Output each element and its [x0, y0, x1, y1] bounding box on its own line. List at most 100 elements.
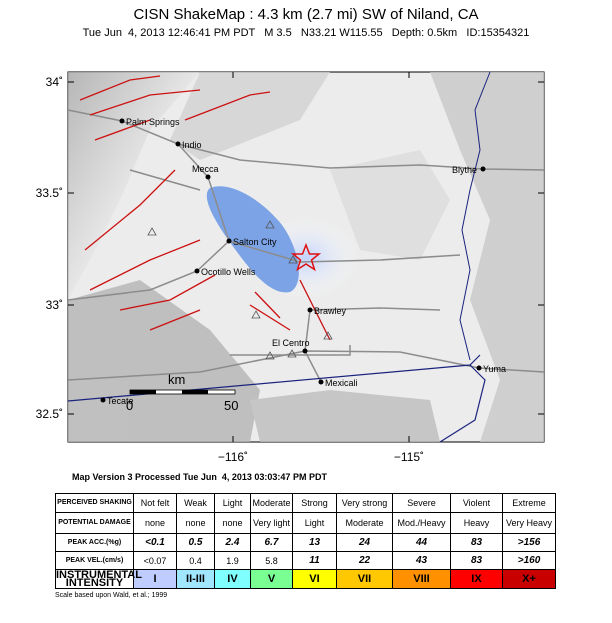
table-cell: none [133, 512, 177, 534]
table-cell: 44 [392, 533, 451, 552]
table-cell: Not felt [133, 493, 177, 513]
city-label: Brawley [314, 306, 347, 316]
city-dot [318, 379, 324, 385]
map: Palm Springs Indio Mecca Blythe Salton C… [36, 71, 545, 482]
title: CISN ShakeMap : 4.3 km (2.7 mi) SW of Ni… [133, 6, 479, 23]
city-dot [194, 268, 200, 274]
table-cell: IX [450, 569, 503, 589]
table-cell: Moderate [336, 512, 393, 534]
map-version: Map Version 3 Processed Tue Jun 4, 2013 … [72, 472, 327, 482]
table-row: PEAK VEL.(cm/s) <0.07 0.4 1.9 5.8 11 22 43 83 >16… [55, 551, 556, 570]
table-cell: 0.4 [176, 551, 215, 570]
table-cell: V [250, 569, 293, 589]
city-label: Palm Springs [126, 117, 180, 127]
table-cell: Strong [292, 493, 337, 513]
city-label: Ocotillo Wells [201, 267, 256, 277]
footnote: Scale based upon Wald, et al.; 1999 [55, 592, 168, 599]
table-cell: 24 [336, 533, 393, 552]
table-cell: 83 [450, 533, 503, 552]
table-cell: 83 [450, 551, 503, 570]
city-label: Salton City [233, 237, 277, 247]
lon-label: −116˚ [218, 450, 248, 464]
table-cell: Very Heavy [502, 512, 556, 534]
table-cell: none [176, 512, 215, 534]
table-cell: 5.8 [250, 551, 293, 570]
city-label: Mecca [192, 164, 219, 174]
table-cell: IV [214, 569, 251, 589]
scale-unit: km [168, 372, 185, 387]
table-cell: VI [292, 569, 337, 589]
table-cell: Light [292, 512, 337, 534]
row-header: POTENTIAL DAMAGE [55, 512, 134, 534]
faults [79, 75, 331, 341]
table-cell: Violent [450, 493, 503, 513]
row-header: INSTRUMENTAL INTENSITY [55, 569, 142, 589]
city-label: Tecate [107, 396, 134, 406]
table-cell: Light [214, 493, 251, 513]
city-label: Yuma [483, 364, 506, 374]
table-cell: Very strong [336, 493, 393, 513]
row-header: PERCEIVED SHAKING [55, 493, 134, 513]
table-row: INSTRUMENTAL INTENSITY I II-III IV V VI VII VII… [55, 569, 556, 589]
city-dot [226, 238, 232, 244]
lat-label: 33.5˚ [36, 186, 63, 200]
roads [67, 109, 545, 383]
epicenter [290, 242, 322, 272]
table-cell: <0.1 [133, 533, 177, 552]
lat-label: 34˚ [46, 75, 63, 89]
table-cell: none [214, 512, 251, 534]
frame-ticks [68, 72, 544, 442]
table-cell: Moderate [250, 493, 293, 513]
city-dot [205, 174, 211, 180]
table-cell: 2.4 [214, 533, 251, 552]
table-cell: VII [336, 569, 393, 589]
lat-label: 32.5˚ [36, 407, 63, 421]
scale-bar: km 0 50 [126, 372, 238, 413]
subtitle: Tue Jun 4, 2013 12:46:41 PM PDT M 3.5 N3… [82, 27, 530, 39]
city-label: Indio [182, 140, 202, 150]
table-cell: I [133, 569, 177, 589]
city-dot [119, 118, 125, 124]
table-row: PEAK ACC.(%g) <0.1 0.5 2.4 6.7 13 24 44 83 >156 [55, 533, 556, 552]
table-cell: 6.7 [250, 533, 293, 552]
table-cell: Severe [392, 493, 451, 513]
border [67, 354, 486, 443]
table-cell: Heavy [450, 512, 503, 534]
table-cell: 11 [292, 551, 337, 570]
row-header: PEAK ACC.(%g) [55, 533, 134, 552]
city-label: Blythe [452, 165, 477, 175]
city-label: El Centro [272, 338, 310, 348]
city-label: Mexicali [325, 378, 358, 388]
table-row: PERCEIVED SHAKING Not felt Weak Light Modera… [55, 493, 556, 513]
scale-end: 50 [224, 398, 238, 413]
table-cell: 22 [336, 551, 393, 570]
table-cell: VIII [392, 569, 451, 589]
lon-label: −115˚ [394, 450, 424, 464]
table-cell: 1.9 [214, 551, 251, 570]
table-cell: Very light [250, 512, 293, 534]
city-dot [480, 166, 486, 172]
table-cell: 13 [292, 533, 337, 552]
table-cell: 43 [392, 551, 451, 570]
city-dot [476, 365, 482, 371]
intensity-table: PERCEIVED SHAKING Not felt Weak Light Modera… [55, 493, 556, 589]
row-header: PEAK VEL.(cm/s) [55, 551, 134, 570]
river [459, 71, 491, 361]
lat-label: 33˚ [46, 298, 63, 312]
stations [147, 220, 333, 360]
table-cell: II-III [176, 569, 215, 589]
table-cell: >160 [502, 551, 556, 570]
table-cell: >156 [502, 533, 556, 552]
table-cell: X+ [502, 569, 556, 589]
table-cell: <0.07 [133, 551, 177, 570]
table-cell: 0.5 [176, 533, 215, 552]
table-cell: Weak [176, 493, 215, 513]
table-cell: Extreme [502, 493, 556, 513]
scale-start: 0 [126, 398, 133, 413]
table-row: POTENTIAL DAMAGE none none none Very light Li… [55, 512, 556, 534]
city-dot [175, 141, 181, 147]
city-dot [100, 397, 106, 403]
table-cell: Mod./Heavy [392, 512, 451, 534]
salton-sea [206, 186, 299, 293]
